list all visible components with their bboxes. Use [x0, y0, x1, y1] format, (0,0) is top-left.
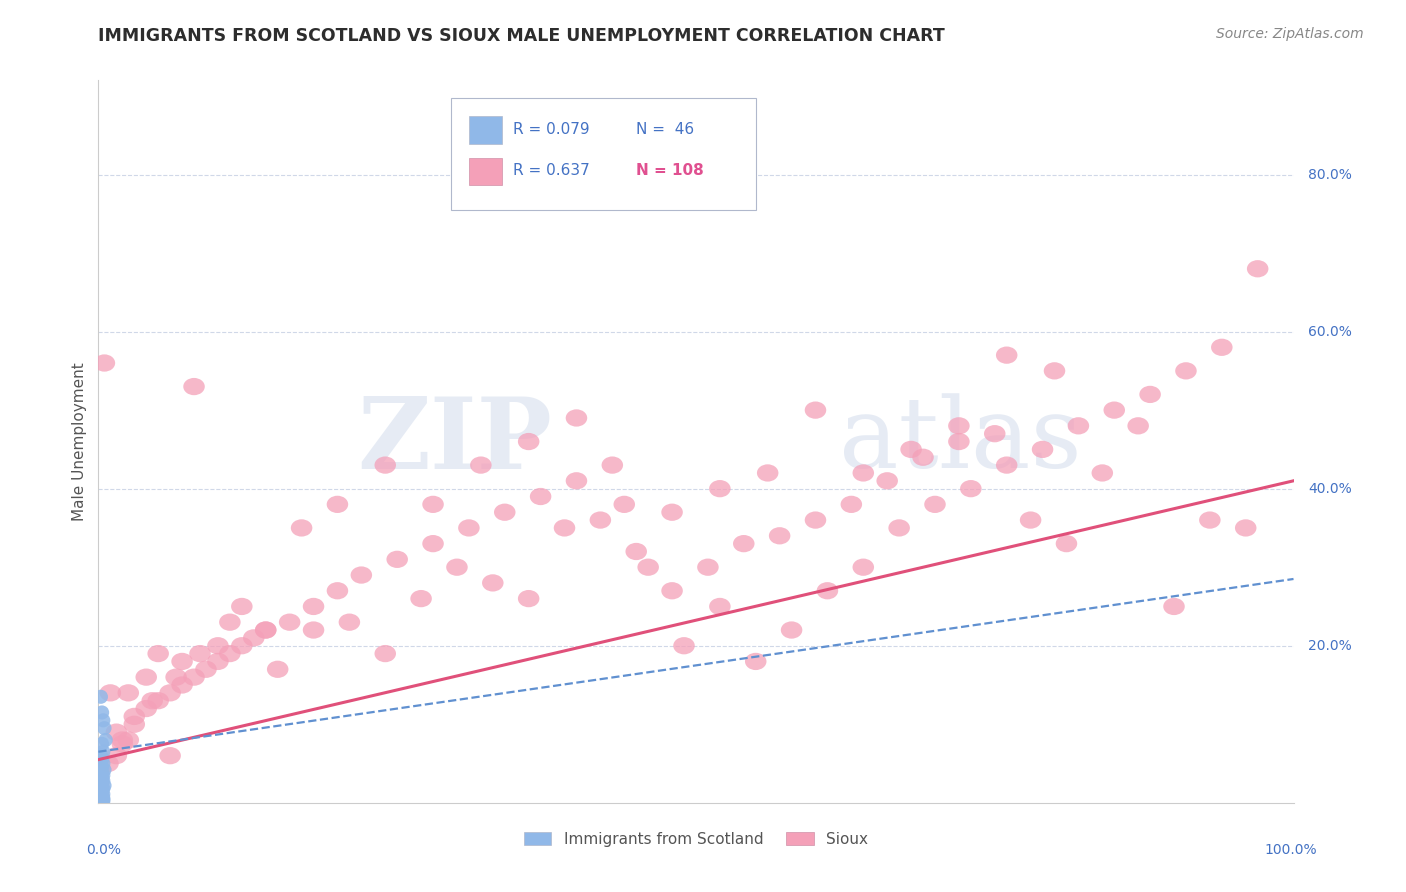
Text: atlas: atlas [839, 393, 1083, 490]
Legend: Immigrants from Scotland, Sioux: Immigrants from Scotland, Sioux [517, 826, 875, 853]
Text: R = 0.079: R = 0.079 [513, 122, 589, 136]
Text: R = 0.637: R = 0.637 [513, 163, 591, 178]
Text: 60.0%: 60.0% [1308, 325, 1351, 339]
Text: 80.0%: 80.0% [1308, 168, 1351, 181]
FancyBboxPatch shape [451, 98, 756, 211]
Text: N = 108: N = 108 [636, 163, 704, 178]
FancyBboxPatch shape [470, 158, 502, 185]
Text: 100.0%: 100.0% [1265, 843, 1317, 856]
Text: 20.0%: 20.0% [1308, 639, 1351, 653]
Text: N =  46: N = 46 [636, 122, 695, 136]
FancyBboxPatch shape [470, 117, 502, 144]
Text: ZIP: ZIP [357, 393, 553, 490]
Text: IMMIGRANTS FROM SCOTLAND VS SIOUX MALE UNEMPLOYMENT CORRELATION CHART: IMMIGRANTS FROM SCOTLAND VS SIOUX MALE U… [98, 27, 945, 45]
Text: Source: ZipAtlas.com: Source: ZipAtlas.com [1216, 27, 1364, 41]
Text: 40.0%: 40.0% [1308, 482, 1351, 496]
Text: 0.0%: 0.0% [87, 843, 121, 856]
Y-axis label: Male Unemployment: Male Unemployment [72, 362, 87, 521]
